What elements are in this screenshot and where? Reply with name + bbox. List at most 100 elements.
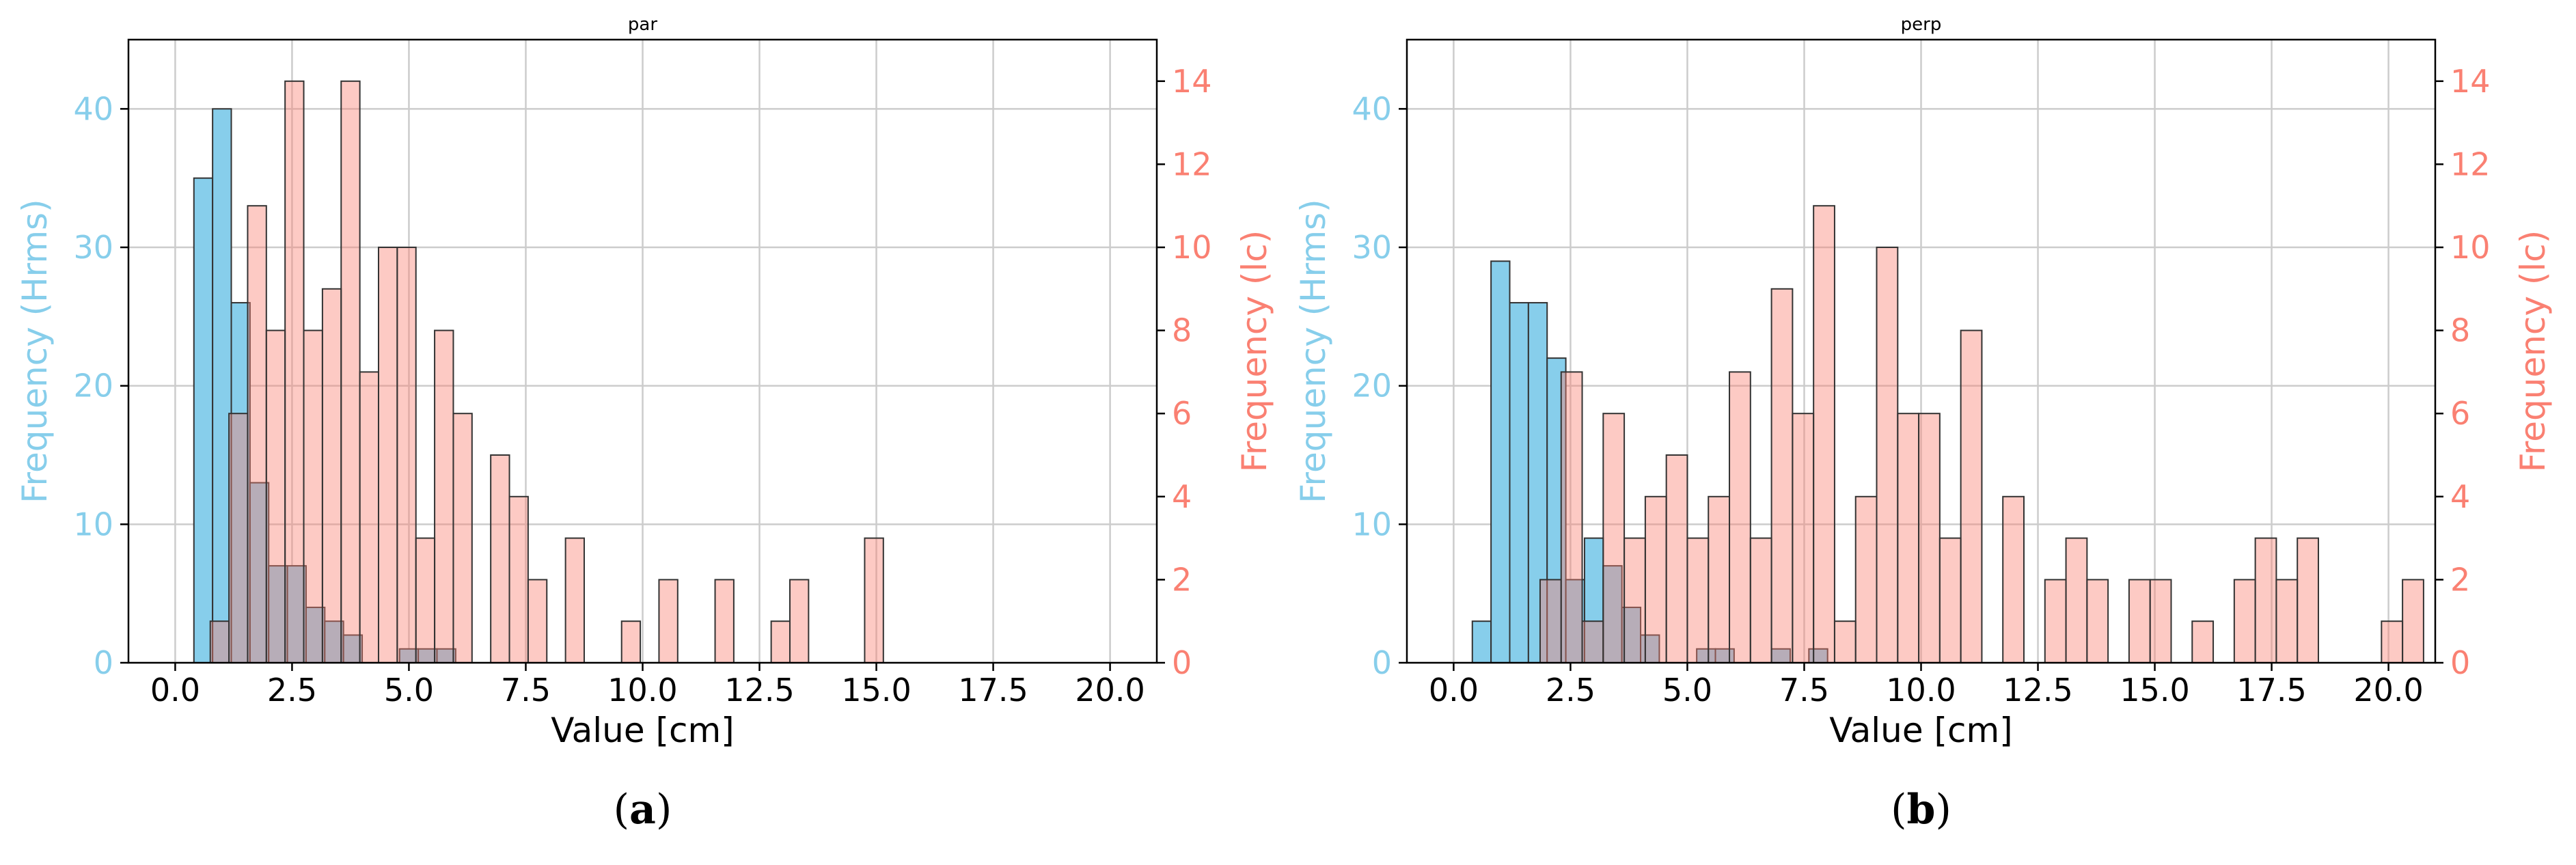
histogram-bar-hrms [342, 634, 364, 664]
histogram-bar-lc [620, 620, 642, 664]
chart-title: perp [1901, 14, 1942, 35]
histogram-bar-lc [1897, 413, 1920, 663]
x-tick-label: 7.5 [501, 672, 551, 709]
histogram-bar-lc [2297, 537, 2319, 663]
histogram-bar-lc [284, 80, 305, 664]
histogram-bar-lc [490, 454, 510, 663]
x-tick-label: 5.0 [1662, 672, 1712, 709]
histogram-bar-lc [770, 620, 791, 664]
histogram-bar-lc [228, 413, 249, 663]
histogram-bar-lc [377, 247, 398, 663]
series-lc [1539, 205, 2424, 664]
y-right-tick-label: 2 [2450, 561, 2470, 598]
histogram-bar-lc [2149, 579, 2172, 664]
y-left-axis-label: Frequency (Hrms) [15, 199, 55, 503]
histogram-bar-lc [2191, 620, 2215, 664]
histogram-bar-lc [1792, 413, 1815, 663]
x-tick-label: 2.5 [267, 672, 317, 709]
y-left-tick-label: 40 [73, 90, 113, 127]
histogram-bar-lc [658, 579, 679, 664]
x-tick-label: 10.0 [1886, 672, 1956, 709]
histogram-bar-lc [452, 413, 473, 663]
histogram-bar-lc [2233, 579, 2256, 664]
y-right-axis-label: Frequency (lc) [1235, 230, 1274, 473]
histogram-bar-lc [247, 205, 267, 663]
histogram-bar-lc [1686, 537, 1710, 663]
histogram-bar-hrms [1640, 634, 1660, 664]
y-right-tick-label: 8 [1172, 312, 1192, 349]
x-tick-label: 7.5 [1779, 672, 1829, 709]
x-tick-label: 12.5 [2003, 672, 2072, 709]
chart-title: par [628, 14, 657, 35]
y-left-tick-label: 10 [1352, 506, 1392, 543]
y-left-tick-label: 0 [94, 644, 113, 681]
histogram-bar-lc [2254, 537, 2277, 663]
histogram-bar-lc [1665, 454, 1688, 663]
y-right-tick-label: 4 [1172, 478, 1192, 515]
x-tick-label: 0.0 [1429, 672, 1479, 709]
y-right-axis-label: Frequency (lc) [2513, 230, 2553, 473]
histogram-bar-hrms [193, 177, 214, 663]
histogram-bar-lc [2128, 579, 2151, 664]
panel-label: (b) [1891, 786, 1951, 834]
y-left-tick-label: 30 [73, 229, 113, 266]
histogram-bar-lc [2002, 495, 2025, 663]
y-left-axis-label: Frequency (Hrms) [1293, 199, 1333, 503]
y-left-tick-label: 40 [1352, 90, 1392, 127]
x-axis-label: Value [cm] [1829, 711, 2012, 750]
histogram-bar-lc [1833, 620, 1856, 664]
series-hrms [1471, 260, 1828, 664]
histogram-bar-lc [359, 371, 379, 664]
histogram-bar-hrms [1509, 302, 1529, 664]
x-tick-label: 17.5 [2236, 672, 2306, 709]
histogram-bar-lc [415, 537, 436, 663]
panel-label: (a) [614, 786, 672, 834]
histogram-bar-lc [1770, 288, 1794, 663]
y-right-tick-label: 10 [1172, 229, 1212, 266]
series-hrms [193, 108, 456, 664]
histogram-bar-lc [1854, 495, 1878, 663]
histogram-bar-lc [340, 80, 361, 664]
x-tick-label: 17.5 [958, 672, 1028, 709]
series-lc [209, 80, 884, 664]
histogram-bar-lc [1876, 247, 1899, 663]
histogram-bar-hrms [1490, 260, 1511, 663]
histogram-bar-lc [303, 329, 323, 663]
histogram-bar-lc [321, 288, 342, 663]
y-left-tick-label: 20 [73, 368, 113, 404]
histogram-bar-hrms [230, 302, 251, 664]
x-tick-label: 0.0 [150, 672, 200, 709]
histogram-bar-lc [1938, 537, 1962, 663]
x-axis-label: Value [cm] [551, 711, 734, 750]
histogram-bar-lc [1708, 495, 1731, 663]
histogram-bar-lc [1749, 537, 1772, 663]
x-tick-label: 15.0 [841, 672, 911, 709]
x-tick-label: 2.5 [1546, 672, 1595, 709]
histogram-bar-lc [2402, 579, 2424, 664]
histogram-bar-hrms [305, 606, 326, 664]
histogram-bar-lc [527, 579, 548, 664]
chart-panel-b: 0.0 2.5 5.0 7.5 10.0 12.5 15.0 17.5 20.001020304… [1293, 14, 2553, 834]
histogram-bar-lc [714, 579, 735, 664]
histogram-bar-lc [2065, 537, 2088, 663]
y-right-tick-label: 12 [1172, 146, 1212, 182]
grid-lines [1407, 40, 2435, 664]
x-tick-label: 10.0 [607, 672, 677, 709]
histogram-bar-hrms [1471, 620, 1492, 664]
y-right-tick-label: 0 [1172, 644, 1192, 681]
histogram-bar-lc [2044, 579, 2067, 664]
x-tick-label: 20.0 [2353, 672, 2423, 709]
y-right-tick-label: 12 [2450, 146, 2491, 182]
histogram-bar-lc [2086, 579, 2109, 664]
histogram-bar-lc [1623, 537, 1646, 663]
y-left-tick-label: 10 [73, 506, 113, 543]
histogram-bar-lc [1960, 329, 1983, 663]
histogram-bar-lc [508, 495, 529, 663]
y-right-tick-label: 4 [2450, 478, 2470, 515]
y-right-tick-label: 14 [1172, 63, 1212, 100]
y-left-tick-label: 20 [1352, 368, 1392, 404]
histogram-bar-lc [1729, 371, 1751, 664]
histogram-bar-lc [209, 620, 230, 664]
y-right-tick-label: 2 [1172, 561, 1192, 598]
